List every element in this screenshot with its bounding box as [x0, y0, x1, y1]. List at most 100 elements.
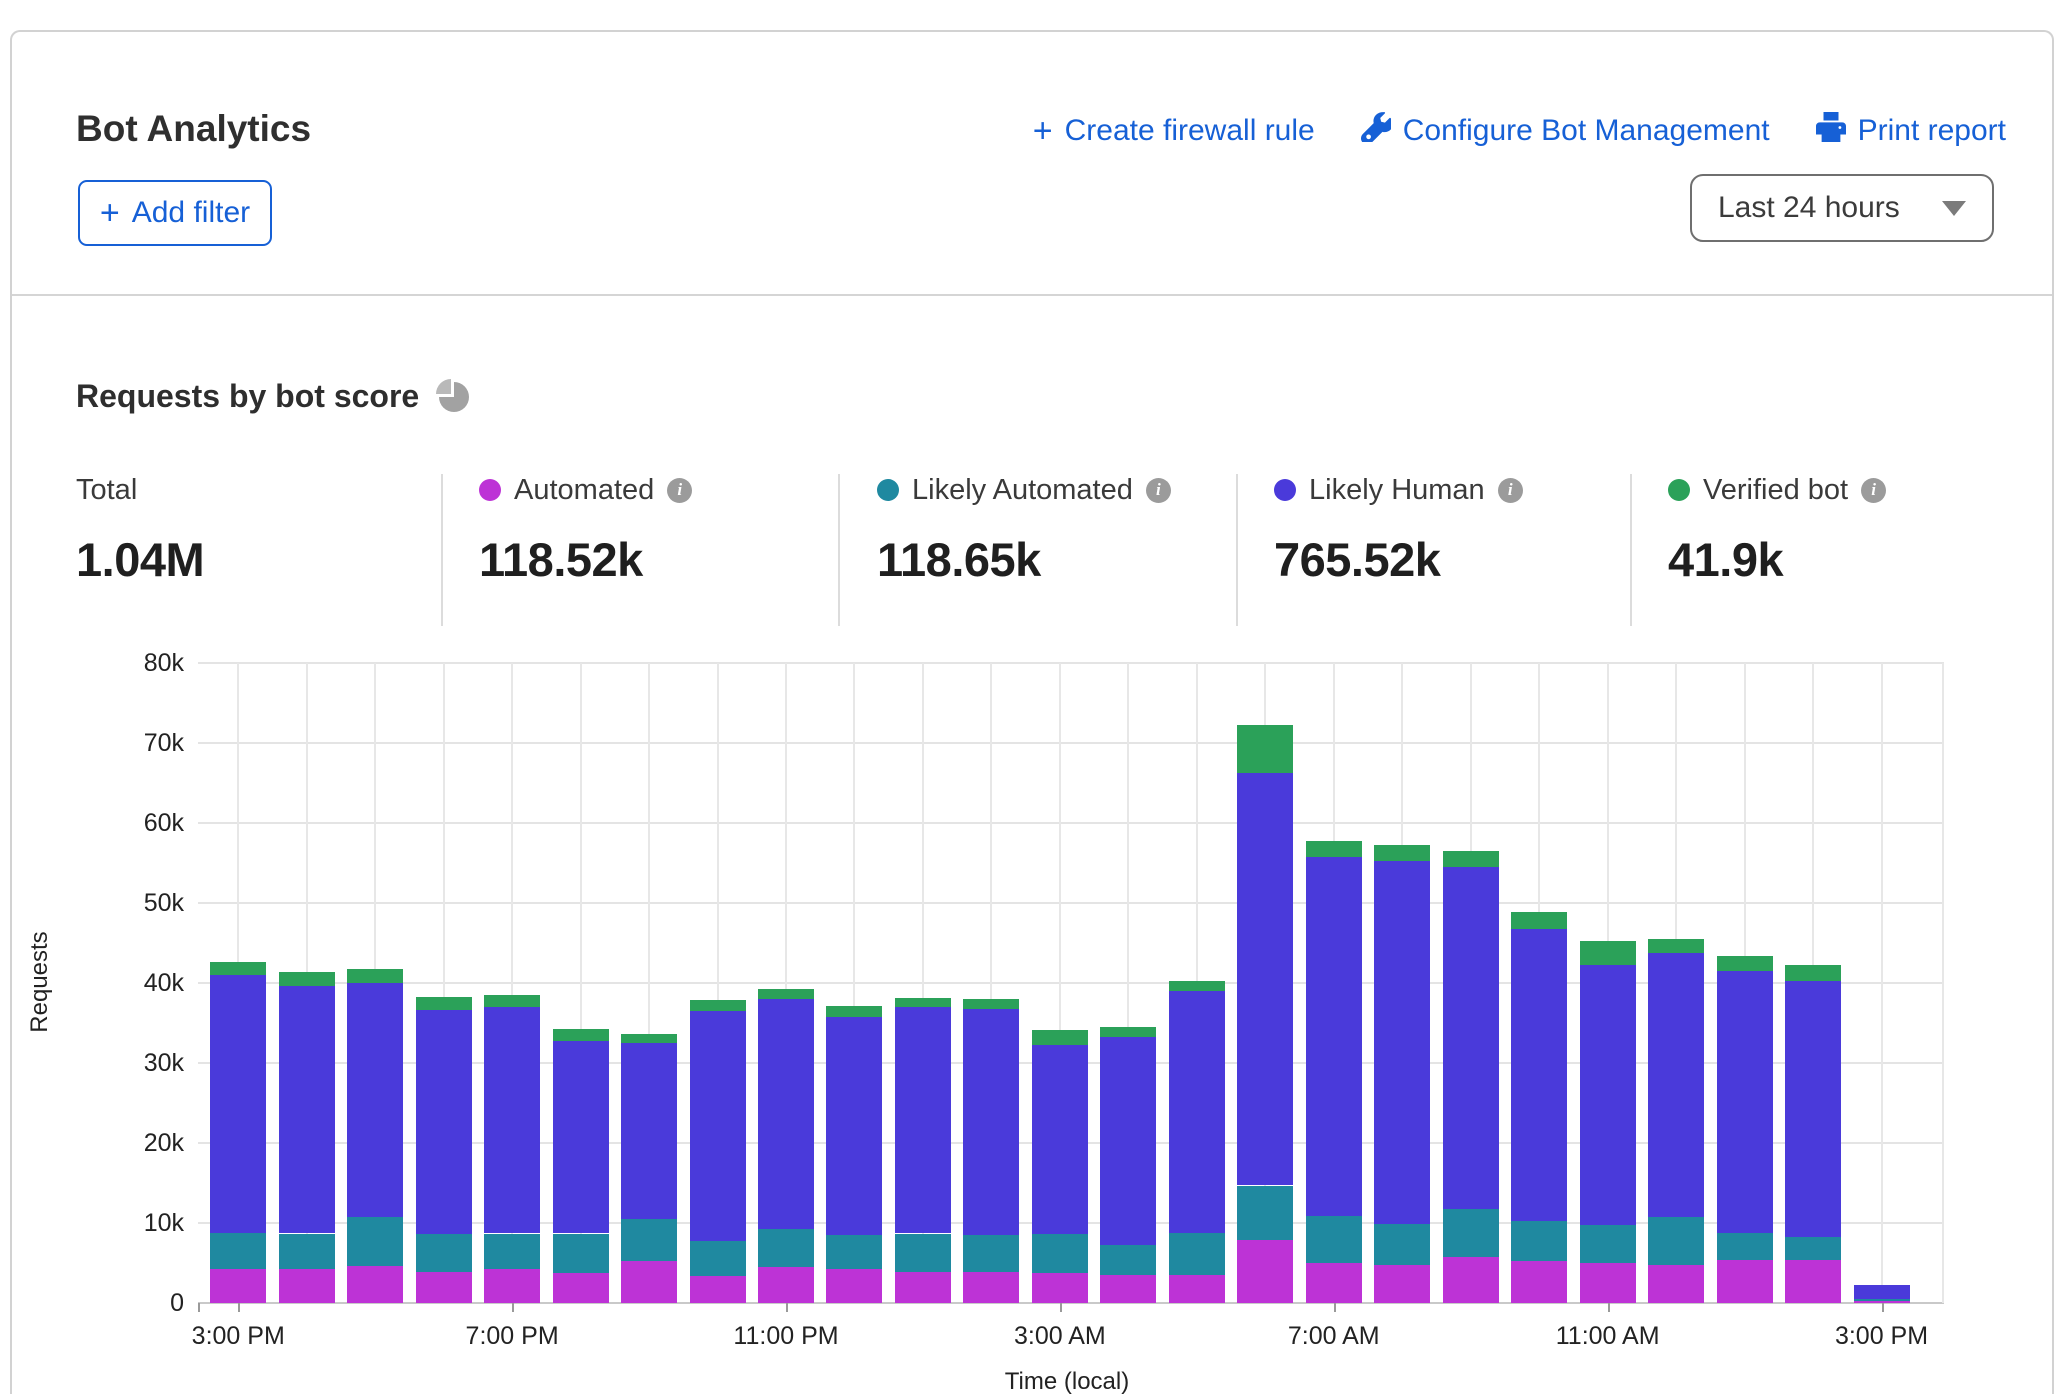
time-range-select[interactable]: Last 24 hours: [1690, 174, 1994, 242]
bar-segment-automated[interactable]: [895, 1272, 951, 1303]
bar-segment-automated[interactable]: [1306, 1263, 1362, 1303]
bar-segment-verified-bot[interactable]: [1237, 725, 1293, 773]
bar-segment-automated[interactable]: [1648, 1265, 1704, 1303]
bar-segment-likely-automated[interactable]: [553, 1234, 609, 1273]
bar-segment-verified-bot[interactable]: [690, 1000, 746, 1011]
bar-group[interactable]: [690, 1000, 746, 1303]
bar-group[interactable]: [1169, 981, 1225, 1303]
bar-segment-likely-human[interactable]: [1032, 1044, 1088, 1234]
bar-segment-automated[interactable]: [1443, 1257, 1499, 1303]
bar-segment-automated[interactable]: [416, 1272, 472, 1303]
bar-segment-automated[interactable]: [826, 1269, 882, 1303]
info-icon[interactable]: i: [667, 478, 692, 503]
bar-segment-likely-human[interactable]: [690, 1011, 746, 1241]
bar-segment-likely-automated[interactable]: [1100, 1245, 1156, 1275]
bar-segment-likely-automated[interactable]: [1374, 1223, 1430, 1265]
bar-segment-likely-human[interactable]: [1443, 867, 1499, 1209]
bar-segment-automated[interactable]: [1100, 1275, 1156, 1303]
bar-group[interactable]: [1648, 939, 1704, 1303]
bar-segment-likely-automated[interactable]: [1580, 1225, 1636, 1263]
add-filter-button[interactable]: + Add filter: [78, 180, 272, 246]
bar-group[interactable]: [1374, 845, 1430, 1303]
bar-segment-likely-human[interactable]: [895, 1007, 951, 1233]
bar-segment-likely-automated[interactable]: [895, 1234, 951, 1272]
print-report-link[interactable]: Print report: [1816, 112, 2006, 150]
bar-segment-likely-human[interactable]: [210, 975, 266, 1233]
bar-segment-likely-automated[interactable]: [484, 1234, 540, 1269]
bar-segment-automated[interactable]: [963, 1272, 1019, 1303]
bar-segment-verified-bot[interactable]: [416, 997, 472, 1010]
bar-segment-likely-automated[interactable]: [347, 1217, 403, 1266]
bar-segment-likely-automated[interactable]: [1443, 1209, 1499, 1257]
bar-group[interactable]: [1580, 941, 1636, 1303]
bar-segment-verified-bot[interactable]: [1306, 841, 1362, 857]
bar-segment-likely-human[interactable]: [621, 1043, 677, 1219]
bar-segment-likely-automated[interactable]: [621, 1219, 677, 1261]
bar-segment-likely-human[interactable]: [1785, 981, 1841, 1237]
bar-segment-likely-human[interactable]: [1511, 929, 1567, 1221]
bar-segment-likely-automated[interactable]: [1717, 1233, 1773, 1260]
bar-segment-verified-bot[interactable]: [1648, 939, 1704, 953]
bar-segment-verified-bot[interactable]: [1100, 1027, 1156, 1037]
bar-segment-verified-bot[interactable]: [1169, 981, 1225, 991]
bar-segment-likely-automated[interactable]: [826, 1235, 882, 1269]
bar-segment-likely-automated[interactable]: [758, 1229, 814, 1267]
bar-group[interactable]: [963, 999, 1019, 1303]
bar-segment-likely-automated[interactable]: [1785, 1237, 1841, 1260]
bar-segment-verified-bot[interactable]: [1580, 941, 1636, 965]
bar-segment-automated[interactable]: [1169, 1275, 1225, 1303]
bar-segment-verified-bot[interactable]: [758, 989, 814, 999]
bar-group[interactable]: [1443, 851, 1499, 1303]
bar-segment-verified-bot[interactable]: [1374, 845, 1430, 861]
bar-group[interactable]: [416, 997, 472, 1303]
bar-segment-likely-automated[interactable]: [1169, 1233, 1225, 1275]
bar-group[interactable]: [1032, 1029, 1088, 1303]
bar-segment-automated[interactable]: [210, 1269, 266, 1303]
bar-segment-verified-bot[interactable]: [895, 998, 951, 1007]
bar-segment-automated[interactable]: [1511, 1261, 1567, 1303]
bar-group[interactable]: [484, 995, 540, 1303]
bar-segment-likely-human[interactable]: [1100, 1037, 1156, 1245]
bar-group[interactable]: [826, 1005, 882, 1303]
bar-group[interactable]: [1717, 956, 1773, 1303]
bar-group[interactable]: [1511, 913, 1567, 1303]
bar-segment-verified-bot[interactable]: [553, 1029, 609, 1041]
bar-segment-likely-automated[interactable]: [1511, 1221, 1567, 1261]
bar-segment-likely-human[interactable]: [963, 1009, 1019, 1235]
bar-segment-likely-automated[interactable]: [1854, 1299, 1910, 1301]
bar-segment-likely-human[interactable]: [416, 1010, 472, 1234]
bar-group[interactable]: [1100, 1026, 1156, 1303]
bar-segment-likely-automated[interactable]: [1237, 1186, 1293, 1240]
bar-group[interactable]: [553, 1029, 609, 1303]
bar-segment-likely-human[interactable]: [484, 1007, 540, 1233]
bar-segment-automated[interactable]: [690, 1276, 746, 1303]
bar-segment-verified-bot[interactable]: [484, 995, 540, 1007]
bar-group[interactable]: [895, 998, 951, 1303]
bar-segment-automated[interactable]: [1374, 1265, 1430, 1303]
bar-segment-automated[interactable]: [1237, 1240, 1293, 1303]
bar-group[interactable]: [347, 969, 403, 1303]
configure-bot-management-link[interactable]: Configure Bot Management: [1361, 112, 1770, 150]
bar-segment-verified-bot[interactable]: [1032, 1030, 1088, 1045]
bar-segment-likely-human[interactable]: [279, 986, 335, 1233]
bar-segment-verified-bot[interactable]: [963, 999, 1019, 1009]
bar-segment-verified-bot[interactable]: [1717, 956, 1773, 971]
bar-segment-likely-human[interactable]: [1580, 964, 1636, 1225]
bar-segment-verified-bot[interactable]: [1511, 912, 1567, 929]
info-icon[interactable]: i: [1498, 478, 1523, 503]
bar-segment-likely-automated[interactable]: [1648, 1217, 1704, 1265]
bar-segment-automated[interactable]: [553, 1273, 609, 1303]
create-firewall-rule-link[interactable]: + Create firewall rule: [1033, 114, 1315, 148]
bar-segment-automated[interactable]: [758, 1267, 814, 1303]
bar-segment-automated[interactable]: [1717, 1260, 1773, 1303]
bar-group[interactable]: [621, 1034, 677, 1303]
bar-group[interactable]: [1237, 725, 1293, 1303]
bar-segment-automated[interactable]: [1785, 1260, 1841, 1303]
bar-segment-verified-bot[interactable]: [826, 1006, 882, 1017]
bar-segment-likely-human[interactable]: [1374, 861, 1430, 1224]
bar-group[interactable]: [210, 962, 266, 1303]
bar-segment-verified-bot[interactable]: [1785, 965, 1841, 981]
bar-segment-likely-automated[interactable]: [1306, 1216, 1362, 1263]
bar-segment-likely-human[interactable]: [1237, 772, 1293, 1185]
info-icon[interactable]: i: [1861, 478, 1886, 503]
